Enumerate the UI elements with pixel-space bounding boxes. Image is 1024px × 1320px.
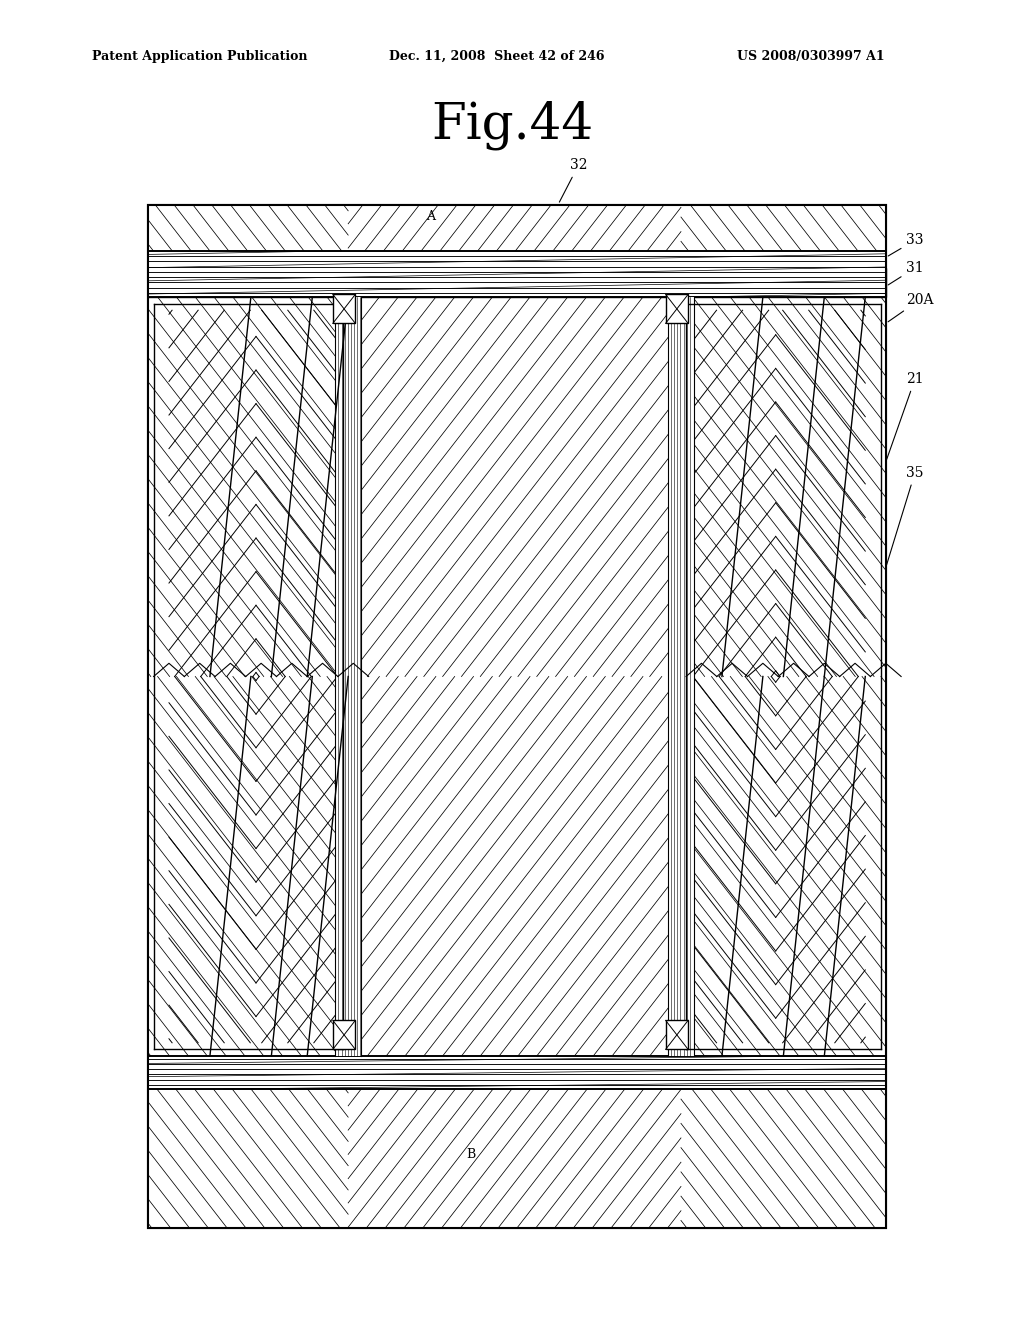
Bar [148, 268, 886, 297]
Text: Patent Application Publication: Patent Application Publication [92, 50, 307, 63]
Bar [333, 294, 355, 323]
Bar [669, 297, 694, 1056]
Text: US 2008/0303997 A1: US 2008/0303997 A1 [737, 50, 885, 63]
Text: 33: 33 [888, 234, 924, 256]
Text: 20A: 20A [888, 293, 934, 322]
Bar [333, 1020, 355, 1049]
Text: 35: 35 [887, 466, 924, 565]
Text: 32: 32 [559, 158, 588, 202]
Bar [666, 294, 688, 323]
Bar [148, 205, 886, 1228]
Text: A: A [426, 210, 434, 223]
Bar [148, 1056, 886, 1089]
Bar [148, 205, 886, 1228]
Text: 31: 31 [888, 261, 924, 285]
Bar [666, 1020, 688, 1049]
Text: Dec. 11, 2008  Sheet 42 of 246: Dec. 11, 2008 Sheet 42 of 246 [389, 50, 604, 63]
Bar [148, 251, 886, 297]
Text: 21: 21 [887, 372, 924, 459]
Text: B: B [466, 1148, 476, 1162]
Bar [336, 297, 361, 1056]
Text: Fig.44: Fig.44 [431, 100, 593, 150]
Bar [148, 205, 886, 1228]
